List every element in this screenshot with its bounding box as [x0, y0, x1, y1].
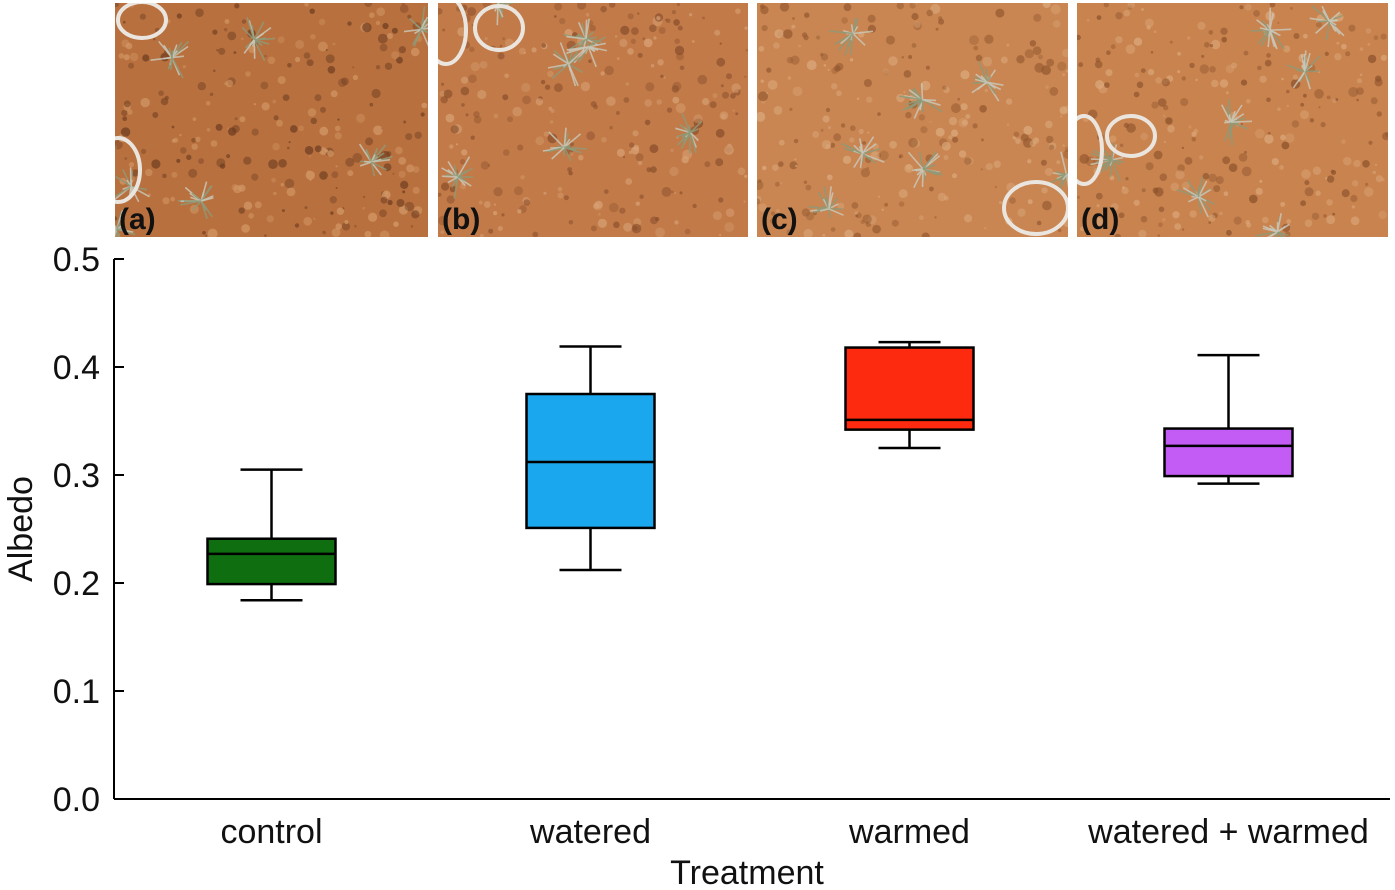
photo-panel-1: (a)	[115, 3, 428, 237]
box-2	[525, 345, 656, 572]
y-tick-label: 0.0	[53, 781, 100, 819]
photo-soil	[757, 3, 1068, 237]
x-tick-label: control	[220, 813, 322, 851]
y-tick-label: 0.4	[53, 349, 100, 387]
photo-label: (d)	[1081, 203, 1119, 236]
x-axis-title: Treatment	[670, 854, 824, 890]
x-tick-label: watered + warmed	[1087, 813, 1369, 851]
box-4	[1163, 353, 1294, 485]
y-axis-title: Albedo	[2, 476, 40, 582]
iqr-box	[1163, 427, 1294, 478]
collar-ring	[1105, 114, 1157, 158]
photo-strip: (a) (b) (c) (d)	[115, 3, 1388, 237]
photo-label: (a)	[119, 203, 156, 236]
collar-ring	[1077, 114, 1104, 186]
y-tick-label: 0.1	[53, 673, 100, 711]
photo-panel-3: (c)	[757, 3, 1068, 237]
box-1	[206, 468, 337, 602]
photo-panel-2: (b)	[438, 3, 748, 237]
x-tick-label: warmed	[848, 813, 970, 851]
collar-ring	[115, 136, 142, 204]
boxes	[206, 340, 1294, 602]
photo-panel-4: (d)	[1077, 3, 1388, 237]
x-tick-label: watered	[529, 813, 651, 851]
boxplot-chart: 0.0 0.1 0.2 0.3 0.4 0.5 control watered warmed w…	[53, 241, 1390, 851]
iqr-box	[844, 346, 975, 431]
iqr-box	[206, 537, 337, 586]
collar-ring	[1002, 180, 1068, 236]
box-3	[844, 340, 975, 450]
y-tick-label: 0.2	[53, 565, 100, 603]
y-tick-label: 0.3	[53, 457, 100, 495]
collar-ring	[116, 3, 168, 40]
photo-label: (b)	[442, 203, 480, 236]
x-axis: control watered warmed watered + warmed	[114, 798, 1390, 851]
collar-ring	[473, 4, 525, 52]
y-axis: 0.0 0.1 0.2 0.3 0.4 0.5	[53, 241, 124, 819]
y-tick-label: 0.5	[53, 241, 100, 279]
collar-ring	[438, 3, 468, 66]
photo-label: (c)	[761, 203, 798, 236]
